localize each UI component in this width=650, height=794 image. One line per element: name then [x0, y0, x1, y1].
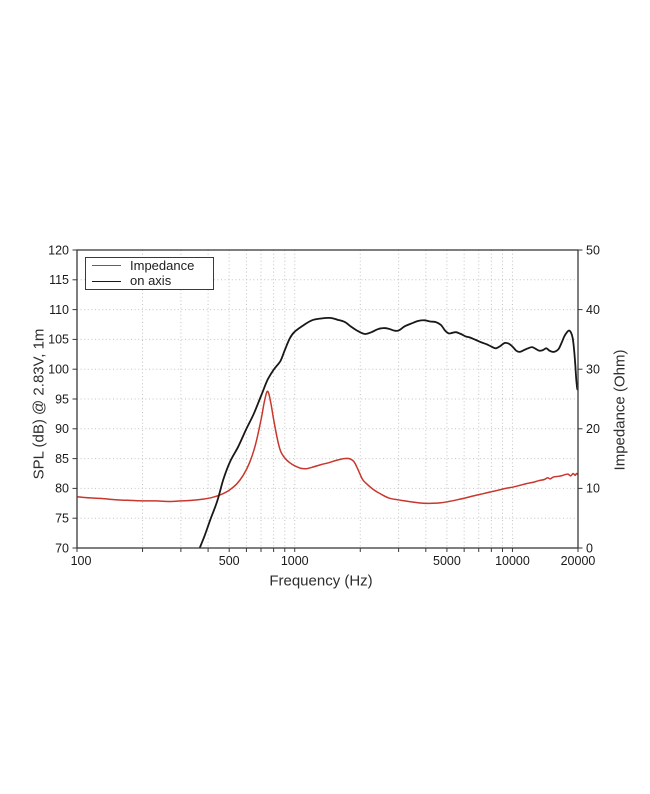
y-left-tick-label: 105	[48, 333, 69, 347]
y-left-tick-label: 115	[49, 273, 69, 287]
y-left-tick-label: 75	[55, 512, 69, 526]
x-tick-label: 1000	[281, 554, 309, 568]
y-axis-title-right: Impedance (Ohm)	[611, 349, 629, 471]
y-left-tick-label: 100	[48, 363, 69, 377]
legend-item-impedance: Impedance	[86, 258, 213, 273]
x-tick-label: 10000	[495, 554, 530, 568]
y-left-tick-label: 90	[55, 422, 69, 436]
y-right-tick-label: 30	[586, 363, 600, 377]
impedance-curve	[77, 390, 578, 505]
x-tick-label: 100	[71, 554, 92, 568]
plot-border	[76, 249, 579, 549]
y-right-tick-label: 10	[586, 482, 600, 496]
y-axis-title-left: SPL (dB) @ 2.83V, 1m	[30, 328, 48, 480]
legend-label-impedance: Impedance	[130, 257, 195, 273]
legend: Impedance on axis	[85, 257, 214, 290]
y-left-tick-label: 110	[49, 303, 69, 317]
legend-label-on-axis: on axis	[130, 273, 172, 289]
y-right-tick-label: 20	[586, 422, 600, 436]
y-right-tick-label: 0	[586, 541, 593, 555]
on-axis-line-swatch	[92, 280, 121, 282]
y-left-tick-label: 95	[55, 392, 69, 406]
x-tick-label: 5000	[433, 554, 461, 568]
x-axis-title: Frequency (Hz)	[269, 572, 373, 590]
impedance-line-swatch	[92, 265, 121, 267]
legend-item-on-axis: on axis	[86, 274, 213, 289]
y-right-tick-label: 40	[586, 303, 600, 317]
x-tick-label: 20000	[561, 554, 596, 568]
x-tick-label: 500	[219, 554, 240, 568]
y-right-tick-label: 50	[586, 243, 600, 257]
y-left-tick-label: 85	[55, 452, 69, 466]
y-left-tick-label: 80	[55, 482, 69, 496]
on-axis-curve	[198, 316, 578, 548]
y-left-tick-label: 120	[48, 243, 69, 257]
y-left-tick-label: 70	[55, 541, 69, 555]
